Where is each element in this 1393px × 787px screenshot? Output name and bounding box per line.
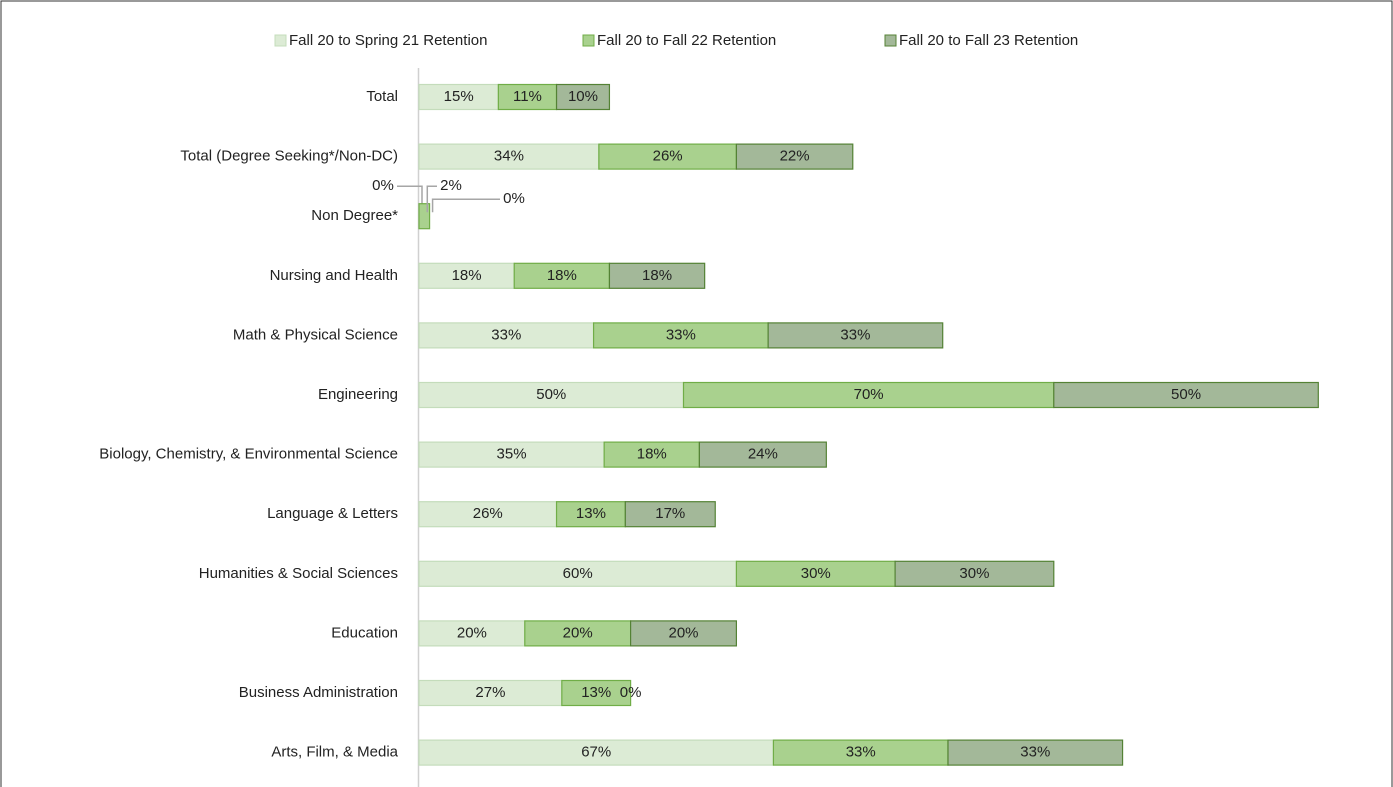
- bar-segment: [767, 322, 944, 349]
- bar-segment: [513, 262, 611, 289]
- bar-segment: [418, 381, 685, 409]
- data-label: 0%: [503, 190, 525, 207]
- legend-label: Fall 20 to Fall 22 Retention: [597, 32, 776, 49]
- leader-line: [426, 185, 437, 213]
- bar-segment: [772, 739, 949, 766]
- y-tick-label: Education: [331, 624, 398, 641]
- y-tick-label: Nursing and Health: [270, 267, 398, 284]
- bar-segment: [947, 739, 1124, 766]
- bar-segment: [698, 441, 827, 468]
- data-label: 67%: [581, 744, 611, 761]
- bar-segment: [418, 620, 526, 647]
- data-label: 10%: [568, 88, 598, 105]
- bar-segment: [1053, 381, 1319, 409]
- y-tick-label: Non Degree*: [311, 207, 398, 224]
- data-label: 20%: [668, 624, 698, 641]
- bar-segment: [894, 560, 1055, 587]
- legend-swatch: [884, 34, 897, 47]
- bar-segment: [418, 203, 431, 230]
- bar-segment: [418, 501, 558, 528]
- bar-segment: [418, 739, 775, 766]
- data-label: 50%: [536, 386, 566, 403]
- bar-segment: [592, 322, 769, 349]
- data-label: 30%: [801, 565, 831, 582]
- data-label: 13%: [581, 684, 611, 701]
- y-tick-label: Biology, Chemistry, & Environmental Scie…: [99, 446, 398, 463]
- bar-segment: [603, 441, 700, 468]
- bar-segment: [561, 679, 632, 707]
- bar-segment: [524, 620, 632, 647]
- data-label: 11%: [513, 88, 542, 105]
- legend-swatch: [274, 34, 287, 47]
- data-label: 22%: [780, 148, 810, 165]
- legend-label: Fall 20 to Fall 23 Retention: [899, 32, 1078, 49]
- data-label: 33%: [840, 326, 870, 343]
- data-label: 18%: [452, 267, 482, 284]
- data-label: 20%: [457, 624, 487, 641]
- legend-label: Fall 20 to Spring 21 Retention: [289, 32, 487, 49]
- data-label: 26%: [473, 505, 503, 522]
- data-label: 34%: [494, 148, 524, 165]
- bar-segment: [418, 441, 605, 468]
- y-tick-label: Arts, Film, & Media: [271, 744, 398, 761]
- bar-segment: [629, 620, 737, 647]
- y-tick-label: Total (Degree Seeking*/Non-DC): [180, 148, 398, 165]
- data-label: 33%: [491, 326, 521, 343]
- leader-line: [431, 198, 500, 213]
- bar-segment: [608, 262, 706, 289]
- bar-segment: [682, 381, 1055, 409]
- y-tick-label: Humanities & Social Sciences: [199, 565, 398, 582]
- bar-segment: [555, 83, 611, 111]
- bar-segment: [598, 143, 737, 170]
- y-tick-label: Language & Letters: [267, 505, 398, 522]
- legend-swatch: [582, 34, 595, 47]
- y-tick-label: Business Administration: [239, 684, 398, 701]
- data-label: 24%: [748, 446, 778, 463]
- data-label: 33%: [846, 744, 876, 761]
- data-label: 17%: [655, 505, 685, 522]
- data-label: 13%: [576, 505, 606, 522]
- data-label: 26%: [653, 148, 683, 165]
- data-label: 18%: [642, 267, 672, 284]
- bar-segment: [624, 501, 716, 528]
- data-label: 0%: [620, 684, 642, 701]
- data-label: 30%: [959, 565, 989, 582]
- data-label: 33%: [1020, 744, 1050, 761]
- y-tick-label: Engineering: [318, 386, 398, 403]
- bar-segment: [418, 560, 737, 587]
- y-tick-label: Total: [366, 88, 398, 105]
- data-label: 0%: [372, 177, 394, 194]
- data-label: 20%: [563, 624, 593, 641]
- data-label: 50%: [1171, 386, 1201, 403]
- data-label: 35%: [497, 446, 527, 463]
- data-label: 27%: [475, 684, 505, 701]
- data-label: 60%: [563, 565, 593, 582]
- y-tick-label: Math & Physical Science: [233, 326, 398, 343]
- data-label: 70%: [854, 386, 884, 403]
- data-label: 18%: [637, 446, 667, 463]
- bar-segment: [418, 262, 515, 289]
- bar-segment: [418, 679, 563, 707]
- bar-segment: [735, 143, 854, 170]
- data-label: 33%: [666, 326, 696, 343]
- data-label: 15%: [444, 88, 474, 105]
- data-label: 18%: [547, 267, 577, 284]
- data-label: 2%: [440, 177, 462, 194]
